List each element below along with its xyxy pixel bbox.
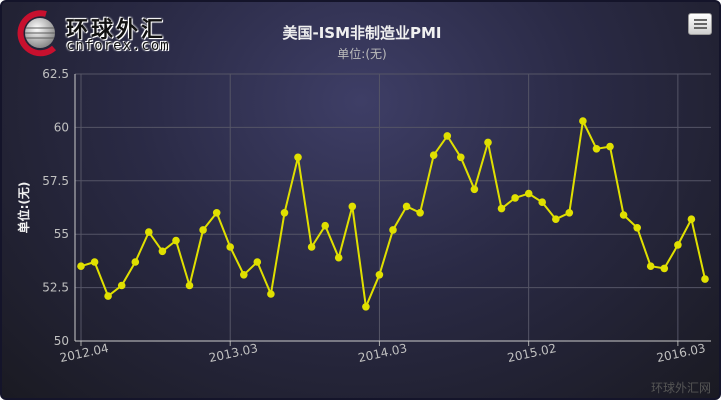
data-point [646,262,655,271]
watermark: 环球外汇网 [651,381,712,395]
y-tick-label: 55 [54,227,69,241]
data-point [701,275,709,283]
data-point [185,281,194,290]
data-point [592,145,601,153]
data-point [416,209,424,217]
hamburger-menu-icon-bar [694,23,707,25]
data-point [334,253,343,262]
data-point [240,271,248,279]
data-point [552,215,560,223]
data-point [660,264,669,273]
x-tick-label: 2015.02 [506,341,557,365]
data-point [443,132,452,140]
data-point [687,215,696,223]
data-point [484,138,492,147]
y-tick-label: 57.5 [42,174,69,188]
logo-main-text: 环球外汇 [66,17,167,43]
y-tick-label: 50 [54,334,69,348]
data-point [606,142,614,151]
data-point [253,258,262,266]
data-point [199,226,207,234]
data-point [524,189,533,198]
data-point [307,243,316,251]
data-point [348,202,357,211]
data-point [389,226,397,234]
data-point [172,236,180,245]
logo-globe-icon [17,10,57,57]
x-tick-label: 2016.03 [655,341,706,365]
logo: 环球外汇 cnforex.com [10,8,180,58]
data-point [511,194,519,202]
chart-title: 美国-ISM非制造业PMI [282,24,441,42]
data-point [362,303,370,311]
data-point [579,117,587,125]
menu-button[interactable] [688,13,712,35]
data-point [212,209,221,217]
y-axis-label: 单位:(无) [16,182,31,234]
data-point [77,262,85,271]
y-tick-labels: 50 52.5 55 57.5 60 62.5 [42,67,69,348]
series [77,117,709,311]
data-point [226,243,234,251]
data-point [90,258,99,266]
logo-sub-text: cnforex.com [66,38,170,54]
chart-subtitle: 单位:(无) [337,46,386,61]
grid-lines [75,73,711,341]
data-point [145,228,153,236]
data-point [267,290,275,298]
hamburger-menu-icon-bar [694,27,707,29]
data-point [619,211,628,219]
data-point [538,198,546,206]
x-tick-label: 2013.03 [208,341,259,365]
data-point [104,292,112,300]
data-point [375,271,384,279]
axes [74,74,711,346]
y-tick-label: 60 [54,120,69,134]
data-point [402,202,411,211]
x-tick-labels: 2012.04 2013.03 2014.03 2015.02 2016.03 [58,341,706,365]
data-point [321,221,330,230]
data-point [457,153,465,162]
data-point [565,209,574,217]
data-point [674,241,682,249]
data-point [280,209,289,217]
data-point [158,247,167,256]
y-tick-label: 62.5 [42,67,69,81]
data-point [429,151,438,159]
x-tick-label: 2014.03 [357,341,408,365]
data-point [470,185,479,194]
data-point [294,153,302,162]
data-point [497,204,506,213]
data-point [131,258,140,266]
data-point [633,224,641,232]
hamburger-menu-icon [694,19,707,21]
data-point [117,281,126,290]
y-tick-label: 52.5 [42,281,69,295]
